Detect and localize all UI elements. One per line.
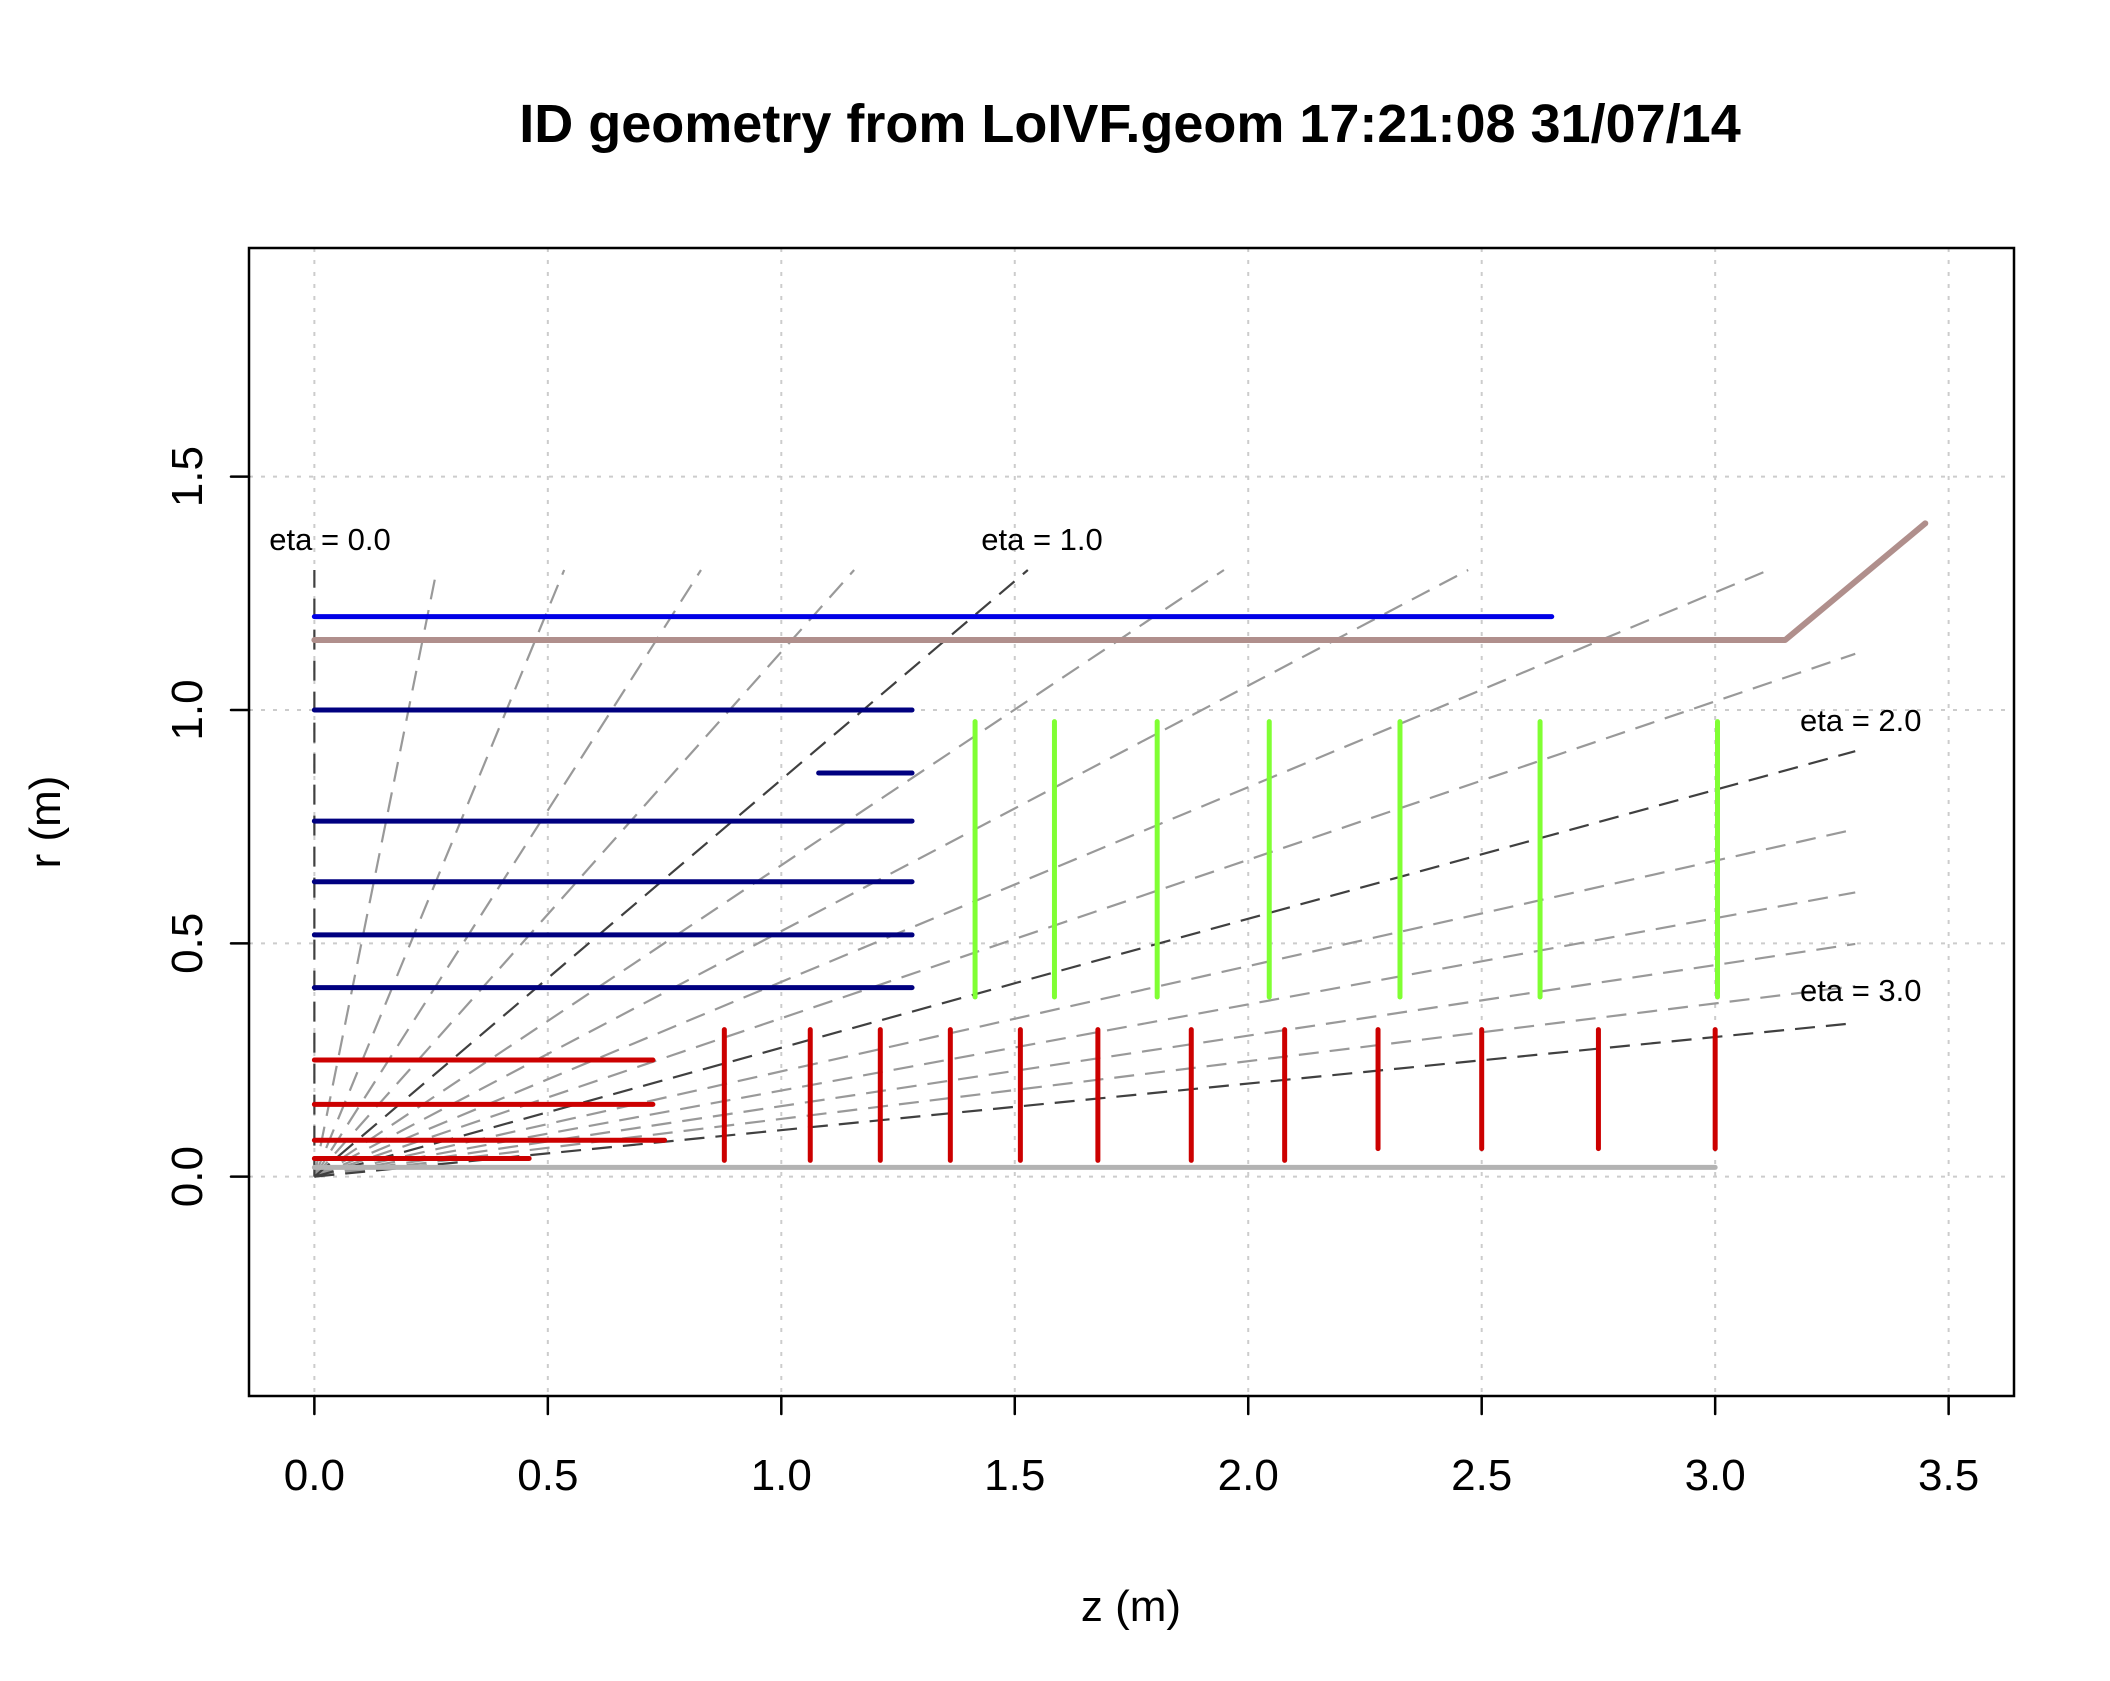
plot-frame [247,246,2016,1398]
eta-line [313,569,1469,1178]
eta-line-labeled [314,750,1856,1178]
eta-line [313,569,702,1178]
y-tick-label: 0.0 [163,1146,212,1207]
x-tick-label: 0.5 [517,1451,578,1500]
eta-line [313,569,438,1177]
envelope-line [311,520,1929,643]
eta-line [313,569,855,1178]
eta-line [313,568,1770,1178]
x-tick-label: 2.0 [1218,1451,1279,1500]
x-tick-label: 0.0 [284,1451,345,1500]
y-tick-label: 1.0 [163,679,212,740]
eta-label: eta = 2.0 [1800,703,1922,738]
eta-line-labeled [313,569,1029,1178]
chart-title: ID geometry from LoIVF.geom 17:21:08 31/… [519,94,1740,154]
x-tick-label: 2.5 [1451,1451,1512,1500]
x-tick-label: 1.5 [984,1451,1045,1500]
axes: 0.0 0.5 1.0 1.5 2.0 2.5 3.0 3.5 0.0 0.5 1.0 1.5 [163,446,1979,1500]
x-tick-label: 3.5 [1918,1451,1979,1500]
eta-label: eta = 3.0 [1800,973,1922,1008]
eta-line [313,569,1225,1178]
eta-label: eta = 0.0 [269,522,391,557]
eta-lines [313,568,1856,1178]
x-tick-label: 1.0 [751,1451,812,1500]
eta-line [314,652,1856,1178]
eta-label: eta = 1.0 [981,522,1103,557]
eta-line-labeled [314,1021,1856,1178]
y-tick-label: 1.5 [163,446,212,507]
eta-line [314,891,1856,1178]
x-axis-label: z (m) [1081,1582,1181,1631]
y-tick-label: 0.5 [163,913,212,974]
eta-line [313,569,566,1178]
eta-line [314,828,1856,1178]
detector-elements [311,520,1929,1170]
x-tick-label: 3.0 [1685,1451,1746,1500]
eta-labels: eta = 0.0 eta = 1.0 eta = 2.0 eta = 3.0 [269,522,1921,1008]
eta-line [314,984,1856,1178]
y-axis-label: r (m) [21,776,70,869]
